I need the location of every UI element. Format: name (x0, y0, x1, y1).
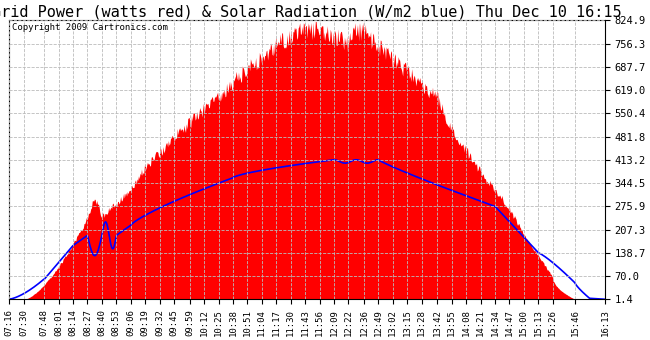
Title: Grid Power (watts red) & Solar Radiation (W/m2 blue) Thu Dec 10 16:15: Grid Power (watts red) & Solar Radiation… (0, 4, 621, 19)
Text: Copyright 2009 Cartronics.com: Copyright 2009 Cartronics.com (12, 23, 168, 32)
